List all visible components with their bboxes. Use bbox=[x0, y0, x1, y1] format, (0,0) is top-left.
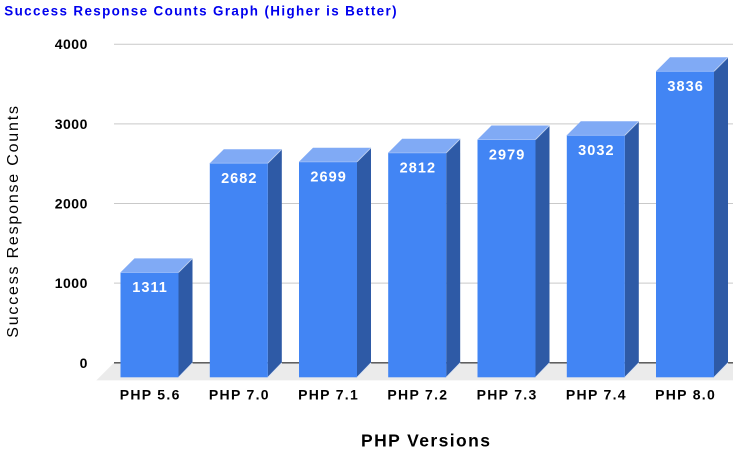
svg-text:PHP 7.0: PHP 7.0 bbox=[209, 386, 270, 402]
svg-text:4000: 4000 bbox=[55, 36, 88, 52]
svg-text:PHP 7.4: PHP 7.4 bbox=[566, 386, 627, 402]
svg-text:3032: 3032 bbox=[578, 143, 614, 159]
svg-text:3836: 3836 bbox=[667, 79, 703, 95]
svg-text:2000: 2000 bbox=[55, 196, 88, 212]
svg-text:PHP 7.1: PHP 7.1 bbox=[298, 386, 359, 402]
svg-text:1000: 1000 bbox=[55, 275, 88, 291]
svg-text:PHP 7.3: PHP 7.3 bbox=[477, 386, 538, 402]
svg-text:3000: 3000 bbox=[55, 116, 88, 132]
svg-text:Success Response Counts: Success Response Counts bbox=[5, 104, 22, 338]
svg-text:PHP Versions: PHP Versions bbox=[361, 431, 491, 451]
svg-text:2682: 2682 bbox=[221, 171, 257, 187]
svg-text:Success Response Counts Graph: Success Response Counts Graph (Higher is… bbox=[4, 4, 398, 19]
svg-text:2979: 2979 bbox=[489, 147, 525, 163]
svg-text:2699: 2699 bbox=[310, 170, 346, 186]
svg-text:1311: 1311 bbox=[132, 280, 168, 296]
svg-text:PHP 7.2: PHP 7.2 bbox=[387, 386, 448, 402]
svg-text:2812: 2812 bbox=[400, 161, 436, 177]
svg-text:PHP 5.6: PHP 5.6 bbox=[120, 386, 181, 402]
svg-text:0: 0 bbox=[80, 355, 88, 371]
svg-text:PHP 8.0: PHP 8.0 bbox=[655, 386, 716, 402]
